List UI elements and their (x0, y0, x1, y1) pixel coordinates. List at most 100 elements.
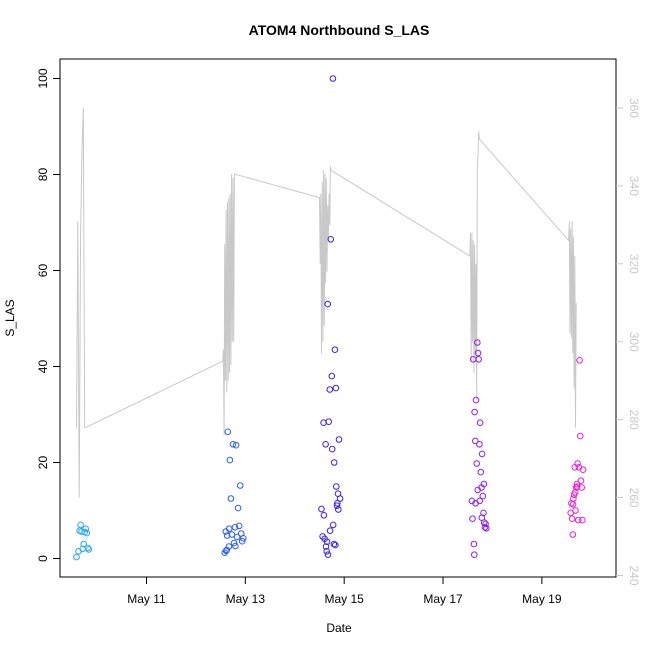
y-tick-label: 20 (36, 456, 50, 470)
y2-tick-label: 240 (627, 565, 641, 585)
data-point (228, 531, 236, 538)
data-point (328, 372, 336, 380)
data-point (232, 441, 240, 449)
data-point (573, 480, 581, 488)
data-point (476, 497, 484, 505)
chart-title: ATOM4 Northbound S_LAS (249, 22, 430, 38)
y-axis: 0 20 40 60 80 100 (36, 68, 60, 562)
data-point (568, 515, 576, 523)
data-point (318, 505, 325, 513)
data-point (473, 460, 481, 467)
data-point (330, 540, 338, 548)
data-point (323, 548, 331, 555)
data-point (229, 441, 237, 448)
data-point (474, 486, 482, 494)
y-tick-label: 0 (36, 555, 50, 562)
y2-tick-label: 300 (627, 332, 641, 352)
y2-tick-label: 360 (627, 98, 641, 118)
data-point (82, 525, 89, 533)
y2-tick-label: 280 (627, 410, 641, 430)
y-tick-label: 80 (36, 168, 50, 182)
data-point (472, 437, 479, 445)
data-point (324, 300, 332, 308)
data-point (322, 441, 329, 448)
data-point (577, 477, 585, 485)
data-point (73, 553, 80, 561)
x-tick-label: May 11 (127, 592, 166, 606)
y-tick-label: 40 (36, 360, 50, 374)
data-point (231, 524, 239, 531)
data-point (330, 459, 338, 466)
x-axis: May 11 May 13 May 15 May 17 May 19 (127, 577, 562, 606)
data-point (476, 441, 483, 448)
data-point (320, 512, 328, 519)
data-point (574, 516, 582, 524)
data-point (574, 460, 581, 467)
data-point (483, 525, 490, 532)
data-point (578, 484, 586, 491)
data-point (482, 520, 489, 528)
data-point (226, 456, 234, 464)
y2-tick-label: 340 (627, 176, 641, 196)
data-point (469, 515, 476, 523)
data-point (85, 546, 93, 553)
data-point (328, 445, 336, 453)
data-point (335, 436, 343, 443)
series-point-layer (73, 75, 587, 561)
data-point (579, 466, 587, 474)
data-point (333, 502, 341, 510)
data-point (232, 542, 239, 550)
data-point (569, 531, 577, 538)
data-point (471, 551, 478, 559)
data-point (481, 524, 489, 531)
data-point (475, 356, 483, 363)
data-point (84, 544, 92, 552)
x-tick-label: May 13 (226, 592, 266, 606)
data-point (332, 541, 339, 549)
data-point (329, 521, 337, 529)
x-tick-label: May 19 (522, 592, 562, 606)
data-point (233, 533, 241, 541)
data-point (478, 514, 486, 522)
data-point (474, 349, 482, 357)
data-point (227, 495, 235, 502)
x-axis-label: Date (326, 621, 352, 635)
data-point (336, 495, 344, 502)
data-point (235, 522, 243, 530)
data-point (577, 432, 584, 440)
series-line (76, 107, 577, 498)
data-point (477, 468, 485, 476)
data-point (77, 521, 84, 529)
y-tick-label: 60 (36, 264, 50, 278)
data-point (334, 500, 341, 507)
data-point (479, 492, 487, 500)
data-point (326, 527, 334, 535)
y2-axis: 240 260 280 300 320 340 360 (616, 98, 641, 586)
data-point (83, 529, 91, 537)
data-point (333, 483, 340, 490)
data-point (223, 532, 231, 539)
data-point (573, 483, 581, 490)
data-point (80, 540, 87, 548)
data-point (225, 525, 233, 533)
data-point (327, 236, 335, 243)
data-point (569, 501, 577, 508)
data-point (332, 384, 340, 392)
x-tick-label: May 17 (423, 592, 463, 606)
plot-frame (59, 58, 617, 578)
data-point (325, 418, 333, 426)
y-tick-label: 100 (36, 68, 50, 88)
x-tick-label: May 15 (324, 592, 364, 606)
data-point (571, 489, 579, 496)
data-point (480, 480, 488, 488)
data-point (329, 75, 337, 82)
data-point (579, 516, 586, 524)
data-point (326, 386, 334, 393)
data-point (470, 540, 478, 548)
data-point (478, 450, 486, 458)
data-point (572, 507, 579, 514)
data-point (331, 346, 339, 354)
data-point (476, 419, 484, 427)
data-point (236, 482, 244, 489)
